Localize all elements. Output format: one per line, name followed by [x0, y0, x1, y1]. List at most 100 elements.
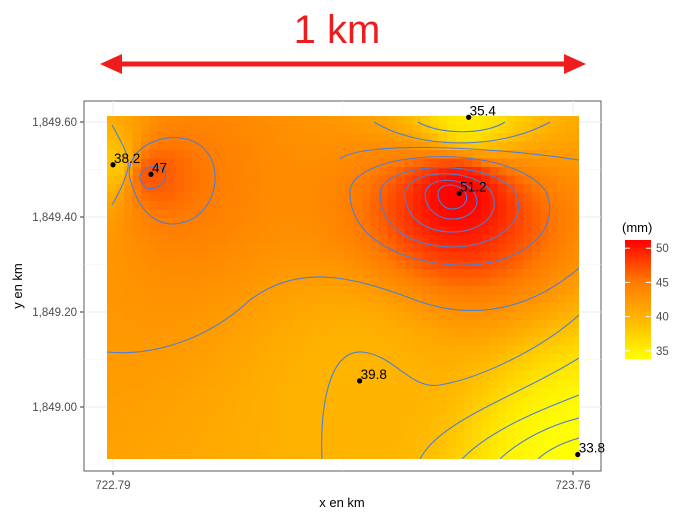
raster-cell: [515, 303, 525, 313]
raster-cell: [209, 133, 219, 143]
raster-cell: [311, 243, 321, 253]
raster-cell: [124, 150, 134, 160]
raster-cell: [353, 328, 363, 338]
raster-cell: [158, 294, 168, 304]
raster-cell: [132, 320, 142, 330]
raster-cell: [370, 124, 380, 134]
raster-cell: [557, 218, 567, 228]
raster-cell: [370, 430, 380, 440]
raster-cell: [115, 192, 125, 202]
raster-cell: [362, 218, 372, 228]
raster-cell: [345, 209, 355, 219]
raster-cell: [498, 439, 508, 449]
raster-cell: [200, 456, 210, 459]
raster-cell: [294, 192, 304, 202]
raster-cell: [234, 235, 244, 245]
raster-cell: [260, 243, 270, 253]
raster-cell: [345, 277, 355, 287]
raster-cell: [353, 422, 363, 432]
raster-cell: [158, 413, 168, 423]
raster-cell: [226, 184, 236, 194]
raster-cell: [345, 320, 355, 330]
raster-cell: [421, 447, 431, 457]
raster-cell: [404, 286, 414, 296]
raster-cell: [107, 243, 117, 253]
data-point-label: 47: [152, 160, 167, 175]
raster-cell: [107, 124, 117, 134]
raster-cell: [166, 320, 176, 330]
raster-cell: [523, 311, 533, 321]
raster-cell: [107, 286, 117, 296]
raster-cell: [183, 226, 193, 236]
raster-cell: [362, 133, 372, 143]
raster-cell: [302, 413, 312, 423]
raster-cell: [243, 218, 253, 228]
raster-cell: [362, 447, 372, 457]
raster-cell: [345, 167, 355, 177]
raster-cell: [192, 175, 202, 185]
raster-cell: [217, 388, 227, 398]
raster-cell: [141, 328, 151, 338]
raster-cell: [438, 286, 448, 296]
scale-bar-label: 1 km: [293, 8, 381, 52]
raster-cell: [294, 413, 304, 423]
raster-cell: [277, 252, 287, 262]
raster-cell: [234, 379, 244, 389]
raster-cell: [574, 286, 579, 296]
raster-cell: [243, 260, 253, 270]
raster-cell: [498, 413, 508, 423]
raster-cell: [472, 388, 482, 398]
raster-cell: [226, 447, 236, 457]
raster-cell: [455, 218, 465, 228]
raster-cell: [107, 269, 117, 279]
raster-cell: [379, 371, 389, 381]
raster-cell: [379, 150, 389, 160]
raster-cell: [430, 141, 440, 151]
raster-cell: [574, 201, 579, 211]
raster-cell: [481, 235, 491, 245]
raster-cell: [532, 422, 542, 432]
raster-cell: [328, 158, 338, 168]
raster-cell: [370, 175, 380, 185]
raster-cell: [107, 150, 117, 160]
raster-cell: [124, 218, 134, 228]
raster-cell: [302, 184, 312, 194]
raster-cell: [430, 243, 440, 253]
raster-cell: [200, 328, 210, 338]
raster-cell: [217, 260, 227, 270]
raster-cell: [438, 311, 448, 321]
raster-cell: [217, 320, 227, 330]
raster-cell: [574, 371, 579, 381]
raster-cell: [302, 252, 312, 262]
raster-cell: [107, 396, 117, 406]
raster-cell: [574, 388, 579, 398]
raster-cell: [243, 141, 253, 151]
raster-cell: [115, 150, 125, 160]
raster-cell: [328, 286, 338, 296]
raster-cell: [455, 447, 465, 457]
raster-cell: [447, 439, 457, 449]
raster-cell: [141, 184, 151, 194]
raster-cell: [166, 243, 176, 253]
raster-cell: [277, 235, 287, 245]
raster-cell: [464, 320, 474, 330]
raster-cell: [489, 167, 499, 177]
raster-cell: [455, 328, 465, 338]
raster-cell: [549, 116, 559, 126]
raster-cell: [387, 141, 397, 151]
raster-cell: [311, 124, 321, 134]
raster-cell: [523, 184, 533, 194]
raster-cell: [302, 260, 312, 270]
raster-cell: [370, 133, 380, 143]
raster-cell: [464, 311, 474, 321]
raster-cell: [557, 362, 567, 372]
raster-cell: [132, 422, 142, 432]
raster-cell: [260, 337, 270, 347]
raster-cell: [455, 337, 465, 347]
raster-cell: [557, 243, 567, 253]
raster-cell: [294, 175, 304, 185]
raster-cell: [515, 260, 525, 270]
raster-cell: [200, 175, 210, 185]
